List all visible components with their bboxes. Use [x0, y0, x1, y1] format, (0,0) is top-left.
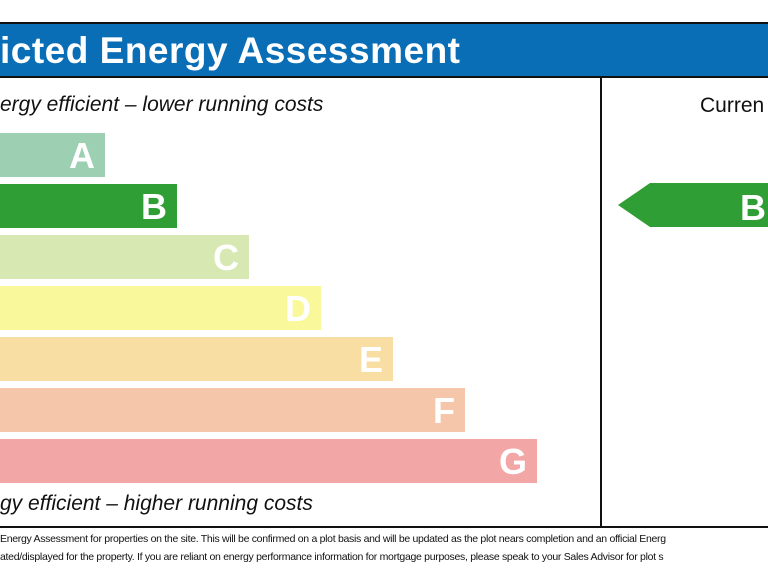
current-rating-arrow: B	[618, 183, 768, 227]
footer-line-2: ated/displayed for the property. If you …	[0, 551, 664, 563]
rating-band-label: E	[358, 339, 383, 380]
rating-band-c: C	[0, 235, 249, 279]
rating-band-label: A	[69, 135, 95, 176]
current-rating-label: B	[740, 187, 766, 227]
rating-band-g: G	[0, 439, 537, 483]
header-banner: icted Energy Assessment	[0, 22, 768, 78]
rating-band-f: F	[0, 388, 465, 432]
caption-efficient: ergy efficient – lower running costs	[0, 93, 324, 116]
rating-band-label: D	[285, 288, 311, 329]
rating-band-label: C	[213, 237, 239, 278]
rating-band-a: A	[0, 133, 105, 177]
caption-inefficient: gy efficient – higher running costs	[0, 492, 313, 515]
panel-bottom-border	[0, 526, 768, 528]
rating-band-label: G	[498, 441, 527, 482]
rating-band-label: F	[433, 390, 455, 431]
rating-band-e: E	[0, 337, 393, 381]
current-column-heading: Curren	[700, 94, 765, 117]
rating-band-label: B	[141, 186, 167, 227]
rating-band-d: D	[0, 286, 321, 330]
column-divider	[600, 78, 602, 527]
current-rating-arrow-shape	[618, 183, 768, 227]
page-title: icted Energy Assessment	[0, 30, 461, 71]
footer-line-1: Energy Assessment for properties on the …	[0, 533, 666, 545]
rating-band-b: B	[0, 184, 177, 228]
